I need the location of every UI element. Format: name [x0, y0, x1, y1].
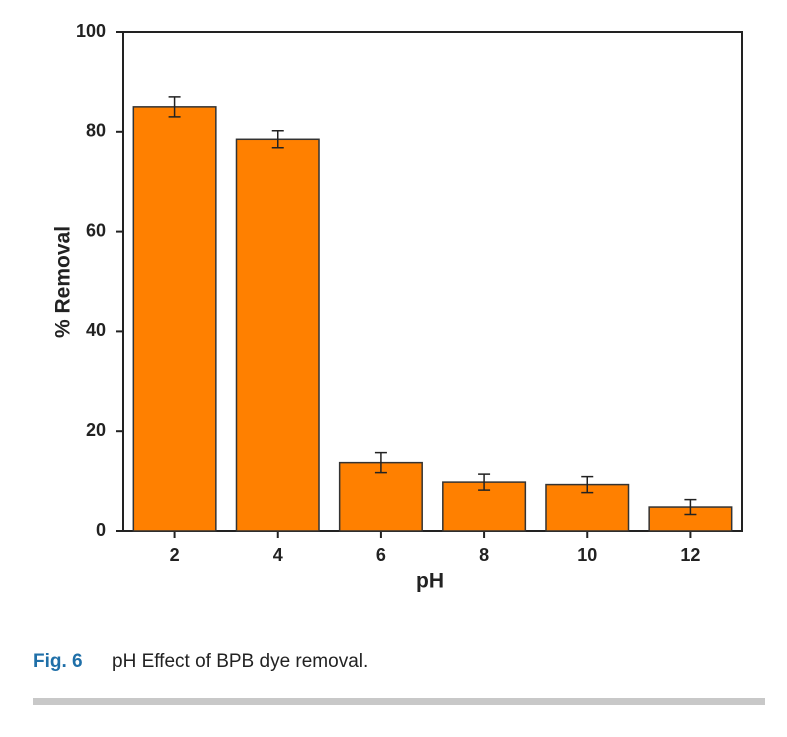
x-tick-label: 12	[680, 545, 700, 565]
plot-frame	[122, 31, 743, 532]
y-tick-label: 20	[86, 420, 106, 440]
error-bar	[271, 130, 284, 149]
bar	[235, 138, 320, 532]
y-tick-label: 60	[86, 220, 106, 240]
y-tick-label: 100	[76, 21, 106, 41]
separator	[33, 698, 765, 705]
x-axis-label: pH	[416, 570, 444, 593]
y-tick-label: 80	[86, 121, 106, 141]
y-tick-label: 0	[96, 520, 106, 540]
x-tick-label: 10	[577, 545, 597, 565]
x-tick-label: 8	[479, 545, 489, 565]
x-tick-label: 6	[376, 545, 386, 565]
y-axis-label: % Removal	[52, 226, 75, 338]
bar	[545, 483, 630, 532]
error-bar	[478, 473, 491, 491]
x-tick-label: 4	[273, 545, 283, 565]
bar	[132, 106, 217, 532]
caption-text: pH Effect of BPB dye removal.	[112, 651, 368, 672]
error-bar	[374, 451, 387, 474]
error-bar	[168, 96, 181, 118]
error-bar	[684, 498, 697, 516]
y-tick-label: 40	[86, 320, 106, 340]
x-tick-label: 2	[170, 545, 180, 565]
error-bar	[581, 475, 594, 494]
caption-label: Fig. 6	[33, 651, 83, 672]
bar	[442, 481, 527, 532]
